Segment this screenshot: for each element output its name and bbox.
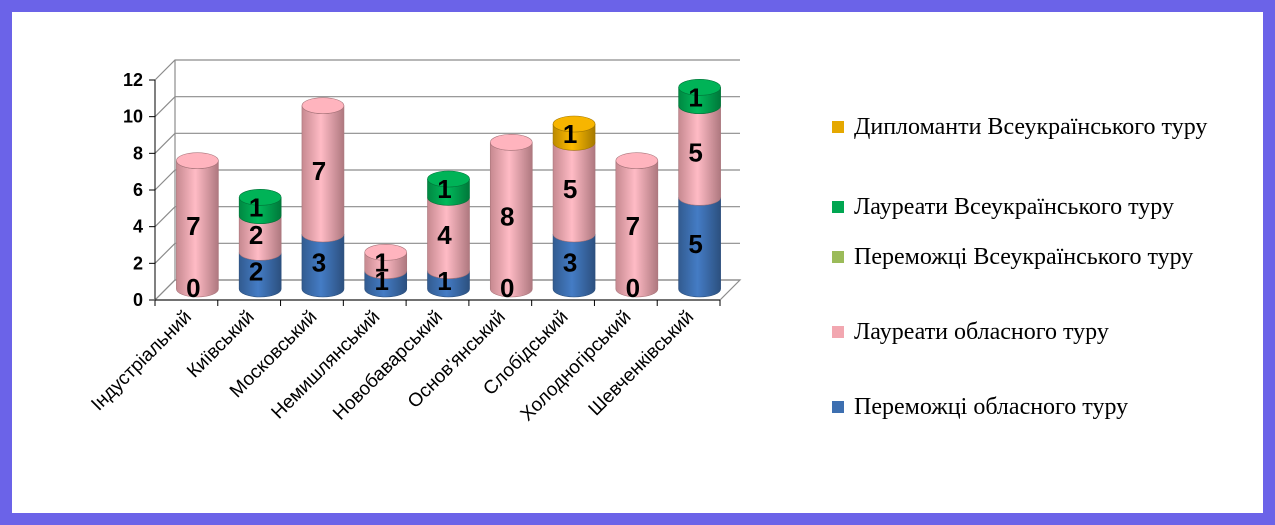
legend-item: Переможці обласного туру bbox=[832, 392, 1242, 422]
legend-item: Лауреати обласного туру bbox=[832, 317, 1242, 347]
legend-swatch bbox=[832, 121, 844, 133]
bar-top-cap bbox=[301, 97, 345, 114]
legend-swatch bbox=[832, 326, 844, 338]
legend-item: Переможці Всеукраїнського туру bbox=[832, 242, 1212, 272]
data-label: 8 bbox=[500, 202, 514, 232]
legend-label: Переможці обласного туру bbox=[854, 394, 1129, 420]
data-label: 3 bbox=[312, 248, 326, 278]
bar-top-cap bbox=[678, 79, 721, 96]
data-label: 3 bbox=[563, 248, 577, 278]
bar-top-cap bbox=[552, 115, 596, 133]
legend-label: Лауреати Всеукраїнського туру bbox=[854, 194, 1174, 220]
legend-swatch bbox=[832, 201, 844, 213]
legend-item: Дипломанти Всеукраїнського туру bbox=[832, 112, 1212, 142]
legend-label: Лауреати обласного туру bbox=[854, 319, 1109, 345]
bar-top-cap bbox=[489, 134, 533, 151]
data-label: 0 bbox=[500, 273, 514, 303]
y-tick-label: 0 bbox=[133, 290, 143, 310]
legend-item: Лауреати Всеукраїнського туру bbox=[832, 192, 1242, 222]
legend-label: Переможці Всеукраїнського туру bbox=[854, 244, 1194, 270]
bar-top-cap bbox=[427, 170, 470, 188]
data-label: 1 bbox=[563, 119, 577, 149]
data-label: 7 bbox=[626, 211, 640, 241]
data-label: 5 bbox=[688, 138, 702, 168]
data-label: 0 bbox=[626, 273, 640, 303]
x-tick-label: Новобаварський bbox=[329, 307, 447, 425]
data-label: 5 bbox=[563, 174, 577, 204]
legend-swatch bbox=[832, 251, 844, 263]
bar-top-cap bbox=[364, 244, 408, 261]
legend-swatch bbox=[832, 401, 844, 413]
legend-label: Дипломанти Всеукраїнського туру bbox=[854, 114, 1208, 140]
x-tick-label: Холодногірський bbox=[517, 307, 636, 426]
data-label: 2 bbox=[249, 257, 263, 287]
gridline bbox=[154, 96, 740, 118]
x-tick-label: Немишлянський bbox=[268, 307, 385, 424]
y-tick-label: 2 bbox=[133, 253, 143, 273]
data-label: 1 bbox=[437, 266, 451, 296]
data-label: 4 bbox=[437, 220, 452, 250]
data-label: 7 bbox=[312, 156, 326, 186]
gridline bbox=[154, 132, 740, 154]
data-label: 1 bbox=[437, 174, 451, 204]
data-label: 1 bbox=[374, 248, 388, 278]
data-label: 1 bbox=[249, 193, 263, 223]
bar-top-cap bbox=[176, 152, 219, 169]
data-label: 1 bbox=[374, 266, 388, 296]
data-label: 1 bbox=[688, 83, 702, 113]
data-label: 0 bbox=[186, 273, 200, 303]
y-tick-label: 12 bbox=[123, 70, 143, 90]
bar-top-cap bbox=[238, 189, 282, 206]
bar-top-cap bbox=[615, 152, 659, 169]
data-label: 7 bbox=[186, 211, 200, 241]
data-label: 2 bbox=[249, 220, 263, 250]
x-tick-label: Шевченківський bbox=[585, 307, 699, 421]
data-label: 5 bbox=[688, 229, 702, 259]
x-tick-label: Індустріальний bbox=[87, 307, 195, 415]
y-tick-label: 4 bbox=[133, 217, 143, 237]
y-tick-label: 10 bbox=[123, 107, 143, 127]
gridline bbox=[154, 59, 740, 81]
y-tick-label: 8 bbox=[133, 143, 143, 163]
y-tick-label: 6 bbox=[133, 180, 143, 200]
